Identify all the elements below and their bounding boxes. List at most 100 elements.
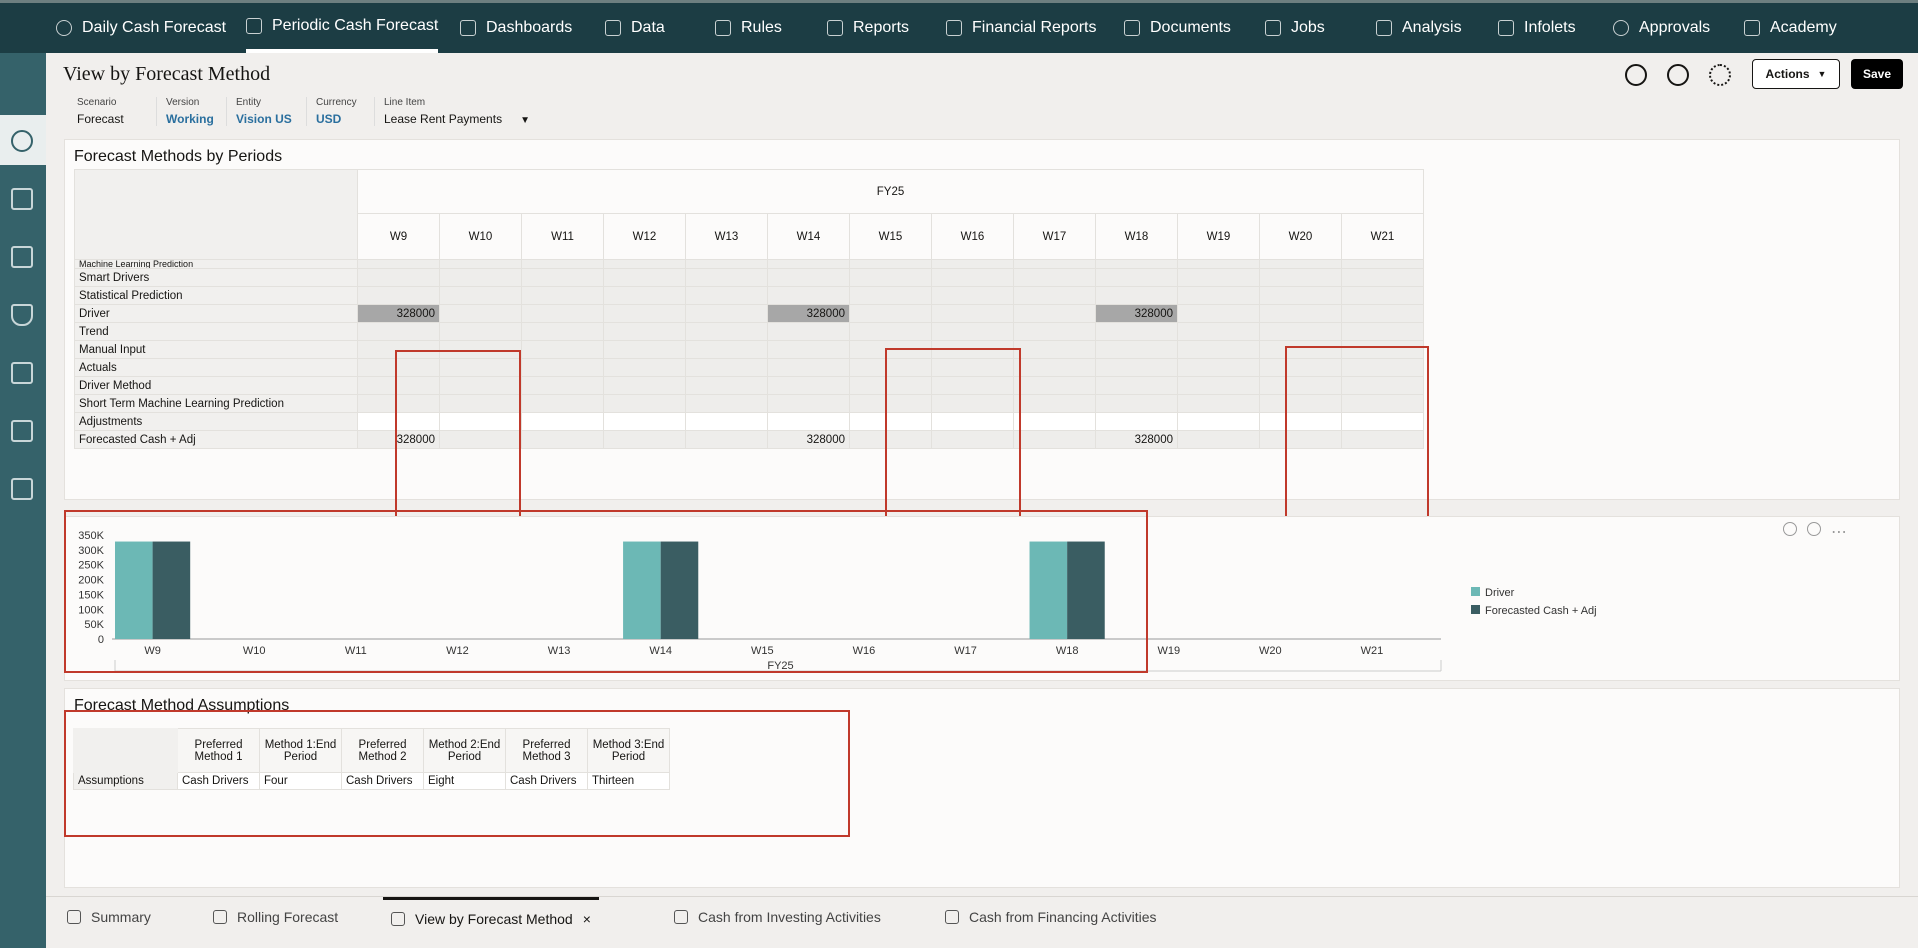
grid-cell[interactable] — [931, 340, 1014, 359]
grid-cell[interactable] — [1341, 412, 1424, 431]
bar-chart-icon[interactable] — [11, 188, 33, 210]
pov-scenario[interactable]: Scenario Forecast — [77, 97, 124, 126]
grid-cell[interactable] — [1095, 340, 1178, 359]
grid-cell[interactable] — [685, 286, 768, 305]
grid-cell[interactable] — [1341, 304, 1424, 323]
grid-cell[interactable] — [357, 259, 440, 269]
table-grid-icon[interactable] — [11, 420, 33, 442]
grid-cell[interactable]: 328000 — [357, 430, 440, 449]
grid-cell[interactable] — [1341, 340, 1424, 359]
grid-cell[interactable] — [767, 268, 850, 287]
grid-cell[interactable] — [849, 412, 932, 431]
grid-cell[interactable] — [1177, 376, 1260, 395]
grid-cell[interactable]: 328000 — [767, 304, 850, 323]
grid-cell[interactable] — [1341, 376, 1424, 395]
grid-cell[interactable] — [1095, 394, 1178, 413]
chart-refresh-icon[interactable] — [1807, 522, 1821, 536]
grid-cell[interactable] — [849, 358, 932, 377]
nav-rules[interactable]: Rules — [715, 3, 782, 53]
assumption-cell[interactable]: Thirteen — [587, 772, 670, 790]
grid-cell[interactable]: 328000 — [767, 430, 850, 449]
grid-cell[interactable] — [767, 412, 850, 431]
grid-cell[interactable]: 328000 — [357, 304, 440, 323]
grid-cell[interactable] — [849, 268, 932, 287]
grid-cell[interactable] — [1341, 430, 1424, 449]
grid-cell[interactable] — [931, 376, 1014, 395]
grid-cell[interactable] — [767, 340, 850, 359]
grid-cell[interactable] — [1341, 286, 1424, 305]
grid-cell[interactable] — [603, 376, 686, 395]
grid-cell[interactable] — [521, 394, 604, 413]
grid-cell[interactable] — [1095, 412, 1178, 431]
info-icon[interactable] — [1625, 64, 1647, 86]
grid-cell[interactable] — [1259, 286, 1342, 305]
target-plus-icon[interactable] — [11, 246, 33, 268]
grid-cell[interactable] — [1013, 358, 1096, 377]
grid-cell[interactable] — [1259, 268, 1342, 287]
grid-cell[interactable] — [1177, 358, 1260, 377]
grid-cell[interactable] — [1177, 286, 1260, 305]
grid-cell[interactable] — [603, 322, 686, 341]
grid-cell[interactable] — [1259, 259, 1342, 269]
grid-cell[interactable] — [521, 286, 604, 305]
grid-cell[interactable] — [521, 322, 604, 341]
assumption-cell[interactable]: Eight — [423, 772, 506, 790]
grid-cell[interactable] — [931, 322, 1014, 341]
grid-cell[interactable] — [439, 286, 522, 305]
cash-overview-icon[interactable] — [11, 130, 33, 152]
grid-cell[interactable] — [357, 376, 440, 395]
grid-cell[interactable] — [439, 259, 522, 269]
grid-cell[interactable] — [1177, 394, 1260, 413]
grid-cell[interactable] — [1177, 259, 1260, 269]
chart-more-icon[interactable]: ⋯ — [1831, 524, 1847, 541]
grid-cell[interactable] — [521, 376, 604, 395]
pov-currency[interactable]: Currency USD — [306, 97, 357, 126]
tab-cash-from-investing[interactable]: Cash from Investing Activities — [674, 897, 881, 937]
grid-cell[interactable] — [357, 322, 440, 341]
grid-cell[interactable] — [1259, 340, 1342, 359]
grid-cell[interactable] — [685, 376, 768, 395]
grid-cell[interactable] — [1013, 340, 1096, 359]
grid-cell[interactable] — [931, 268, 1014, 287]
grid-cell[interactable] — [931, 412, 1014, 431]
grid-cell[interactable] — [603, 358, 686, 377]
grid-cell[interactable] — [849, 304, 932, 323]
grid-cell[interactable] — [931, 430, 1014, 449]
grid-cell[interactable] — [1013, 394, 1096, 413]
grid-cell[interactable] — [1177, 412, 1260, 431]
grid-cell[interactable] — [1177, 430, 1260, 449]
grid-cell[interactable] — [357, 358, 440, 377]
assumption-cell[interactable]: Cash Drivers — [177, 772, 260, 790]
grid-cell[interactable] — [1013, 376, 1096, 395]
grid-cell[interactable] — [1177, 304, 1260, 323]
grid-cell[interactable]: 328000 — [1095, 304, 1178, 323]
grid-cell[interactable] — [1013, 412, 1096, 431]
grid-cell[interactable] — [357, 286, 440, 305]
nav-periodic-cash-forecast[interactable]: Periodic Cash Forecast — [246, 3, 439, 53]
grid-cell[interactable] — [1259, 394, 1342, 413]
grid-cell[interactable] — [603, 394, 686, 413]
grid-cell[interactable] — [521, 340, 604, 359]
grid-cell[interactable] — [1013, 322, 1096, 341]
grid-cell[interactable] — [439, 358, 522, 377]
nav-financial-reports[interactable]: Financial Reports — [946, 3, 1097, 53]
pov-entity[interactable]: Entity Vision US — [226, 97, 292, 126]
tab-cash-from-financing[interactable]: Cash from Financing Activities — [945, 897, 1157, 937]
nav-dashboards[interactable]: Dashboards — [460, 3, 572, 53]
nav-documents[interactable]: Documents — [1124, 3, 1231, 53]
assumption-cell[interactable]: Cash Drivers — [505, 772, 588, 790]
grid-cell[interactable] — [849, 430, 932, 449]
grid-cell[interactable] — [603, 430, 686, 449]
grid-cell[interactable] — [685, 394, 768, 413]
grid-cell[interactable] — [685, 412, 768, 431]
grid-cell[interactable] — [439, 322, 522, 341]
grid-cell[interactable] — [685, 268, 768, 287]
nav-infolets[interactable]: Infolets — [1498, 3, 1576, 53]
tab-view-by-forecast-method[interactable]: View by Forecast Method × — [383, 897, 599, 937]
refresh-icon[interactable] — [1667, 64, 1689, 86]
grid-cell[interactable] — [439, 340, 522, 359]
grid-cell[interactable] — [1095, 376, 1178, 395]
grid-cell[interactable] — [1095, 322, 1178, 341]
grid-cell[interactable] — [1341, 394, 1424, 413]
grid-cell[interactable] — [603, 412, 686, 431]
